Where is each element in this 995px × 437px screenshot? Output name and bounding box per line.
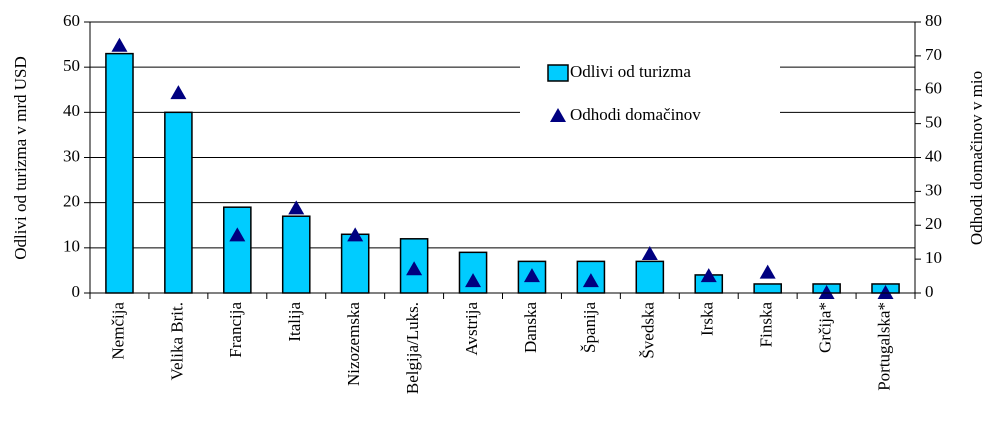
triangle-marker xyxy=(818,285,835,299)
x-tick-label: Finska xyxy=(757,302,776,348)
bar xyxy=(223,206,252,294)
legend-box xyxy=(520,48,780,138)
y-axis-label: Odlivi od turizma v mrd USD xyxy=(11,56,30,260)
x-tick-label: Irska xyxy=(698,302,717,336)
bar xyxy=(164,111,193,294)
triangle-marker xyxy=(641,246,658,261)
triangle-marker xyxy=(229,227,246,242)
x-tick-label: Nizozemska xyxy=(344,302,363,386)
triangle-marker xyxy=(465,273,482,288)
x-tick-label: Nemčija xyxy=(108,302,127,360)
legend-label: Odlivi od turizma xyxy=(570,62,691,81)
y2-tick-label: 0 xyxy=(925,282,934,301)
y2-tick-label: 20 xyxy=(925,214,942,233)
legend-label: Odhodi domačinov xyxy=(570,105,701,124)
y2-tick-label: 60 xyxy=(925,79,942,98)
triangle-marker xyxy=(700,268,717,283)
triangle-marker xyxy=(347,227,364,242)
y-tick-label: 0 xyxy=(72,282,81,301)
x-tick-label: Španija xyxy=(580,302,599,353)
bar xyxy=(753,283,782,294)
triangle-marker xyxy=(170,85,187,100)
triangle-marker xyxy=(523,268,540,283)
triangle-marker xyxy=(877,285,894,299)
x-tick-label: Avstrija xyxy=(462,302,481,356)
x-tick-label: Belgija/Luks. xyxy=(403,302,422,394)
y-tick-label: 60 xyxy=(63,11,80,30)
y-tick-label: 20 xyxy=(63,192,80,211)
x-tick-label: Švedska xyxy=(639,302,658,359)
legend-marker xyxy=(547,64,569,82)
triangle-marker xyxy=(288,200,305,215)
x-tick-label: Danska xyxy=(521,302,540,353)
y2-tick-label: 50 xyxy=(925,113,942,132)
y-tick-label: 30 xyxy=(63,146,80,165)
triangle-marker xyxy=(111,37,128,52)
bar xyxy=(105,52,134,294)
y-tick-label: 10 xyxy=(63,237,80,256)
y-tick-label: 50 xyxy=(63,56,80,75)
x-tick-label: Portugalska* xyxy=(874,302,893,391)
bar xyxy=(399,238,429,294)
x-tick-label: Francija xyxy=(226,302,245,358)
y2-tick-label: 70 xyxy=(925,45,942,64)
triangle-marker xyxy=(406,261,423,276)
x-tick-label: Grčija* xyxy=(816,302,835,353)
y2-tick-label: 40 xyxy=(925,146,942,165)
y2-tick-label: 30 xyxy=(925,180,942,199)
y2-axis-label: Odhodi domačinov v mio xyxy=(967,71,986,245)
triangle-marker xyxy=(582,273,599,288)
y2-tick-label: 10 xyxy=(925,248,942,267)
x-tick-label: Velika Brit. xyxy=(167,302,186,380)
x-tick-label: Italija xyxy=(285,302,304,342)
legend-marker xyxy=(550,108,566,122)
bar xyxy=(340,233,370,294)
y-tick-label: 40 xyxy=(63,101,80,120)
triangle-marker xyxy=(759,264,776,279)
bar xyxy=(281,215,311,294)
y2-tick-label: 80 xyxy=(925,11,942,30)
bar xyxy=(635,260,665,294)
